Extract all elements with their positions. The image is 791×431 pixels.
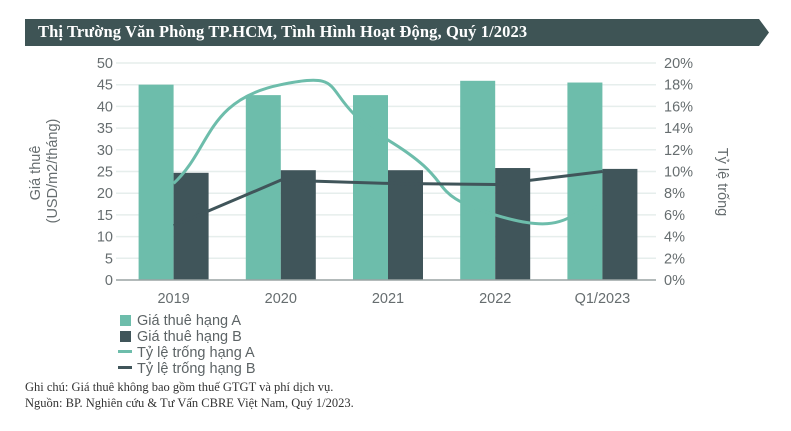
y2-tick-label: 6%: [664, 208, 685, 224]
legend-item-grade-a-rent: Giá thuê hạng A: [118, 313, 256, 329]
y2-tick-label: 16%: [664, 99, 693, 115]
bar-grade-b-2019: [173, 172, 209, 280]
x-tick-label: 2019: [157, 291, 189, 307]
bar-grade-a-2019: [138, 84, 174, 280]
y-tick-label: 10: [97, 230, 113, 246]
chart-title: Thị Trường Văn Phòng TP.HCM, Tình Hình H…: [38, 22, 528, 41]
y-tick-label: 20: [97, 186, 113, 202]
y2-tick-label: 8%: [664, 186, 685, 202]
line-vacancy-grade-a: [172, 78, 603, 226]
y-tick-label: 35: [97, 121, 113, 137]
legend-label: Tỷ lệ trống hạng B: [137, 361, 256, 377]
legend: Giá thuê hạng A Giá thuê hạng B Tỷ lệ tr…: [118, 313, 256, 377]
bar-grade-b-Q1/2023: [602, 168, 638, 280]
y2-tick-label: 0%: [664, 273, 685, 289]
bar-grade-a-2021: [353, 95, 388, 280]
legend-line-grade-a: [118, 350, 132, 353]
bar-grade-b-2020: [280, 170, 316, 280]
title-banner: Thị Trường Văn Phòng TP.HCM, Tình Hình H…: [25, 19, 769, 46]
banner-arrow-shape: [25, 19, 769, 46]
y2-tick-label: 2%: [664, 251, 685, 267]
legend-item-grade-b-rent: Giá thuê hạng B: [118, 329, 256, 345]
y-tick-label: 30: [97, 143, 113, 159]
y2-tick-label: 14%: [664, 121, 693, 137]
legend-swatch-grade-a: [120, 315, 131, 326]
legend-label: Giá thuê hạng A: [137, 313, 241, 329]
y-axis-ticks: 0 5 10 15 20 25 30 35 40 45 50: [97, 56, 113, 289]
y-tick-label: 45: [97, 78, 113, 94]
x-tick-label: 2020: [265, 291, 297, 307]
y2-tick-label: 4%: [664, 230, 685, 246]
legend-line-grade-b: [118, 366, 132, 369]
note-text: Ghi chú: Giá thuê không bao gồm thuế GTG…: [25, 380, 334, 394]
x-tick-label: 2021: [372, 291, 404, 307]
x-tick-label: 2022: [479, 291, 511, 307]
y2-tick-label: 10%: [664, 165, 693, 181]
y-tick-label: 15: [97, 208, 113, 224]
y-axis-title: Giá thuê (USD/m2/tháng): [28, 119, 61, 224]
x-tick-label: Q1/2023: [575, 291, 631, 307]
bar-grade-a-Q1/2023: [567, 82, 603, 280]
legend-item-grade-a-vacancy: Tỷ lệ trống hạng A: [118, 345, 256, 361]
bar-grade-b-2021: [388, 170, 423, 280]
bars: [138, 80, 638, 280]
legend-swatch-grade-b: [120, 331, 131, 342]
y2-tick-label: 18%: [664, 78, 693, 94]
bar-grade-a-2022: [460, 80, 496, 280]
y2-axis-ticks: 0% 2% 4% 6% 8% 10% 12% 14% 16% 18% 20%: [664, 56, 693, 289]
y-tick-label: 5: [105, 251, 113, 267]
lines: [172, 78, 603, 228]
y2-tick-label: 12%: [664, 143, 693, 159]
legend-label: Giá thuê hạng B: [137, 329, 242, 345]
footnotes: Ghi chú: Giá thuê không bao gồm thuế GTG…: [25, 379, 354, 411]
y-tick-label: 25: [97, 165, 113, 181]
y2-tick-label: 20%: [664, 56, 693, 72]
source-text: Nguồn: BP. Nghiên cứu & Tư Vấn CBRE Việt…: [25, 396, 354, 410]
y2-axis-title: Tỷ lệ trống: [714, 148, 730, 217]
y-tick-label: 50: [97, 56, 113, 72]
x-axis-ticks: 2019 2020 2021 2022 Q1/2023: [157, 291, 630, 307]
legend-item-grade-b-vacancy: Tỷ lệ trống hạng B: [118, 361, 256, 377]
legend-label: Tỷ lệ trống hạng A: [137, 345, 255, 361]
y-tick-label: 0: [105, 273, 113, 289]
y-tick-label: 40: [97, 99, 113, 115]
bar-grade-b-2022: [495, 168, 531, 280]
